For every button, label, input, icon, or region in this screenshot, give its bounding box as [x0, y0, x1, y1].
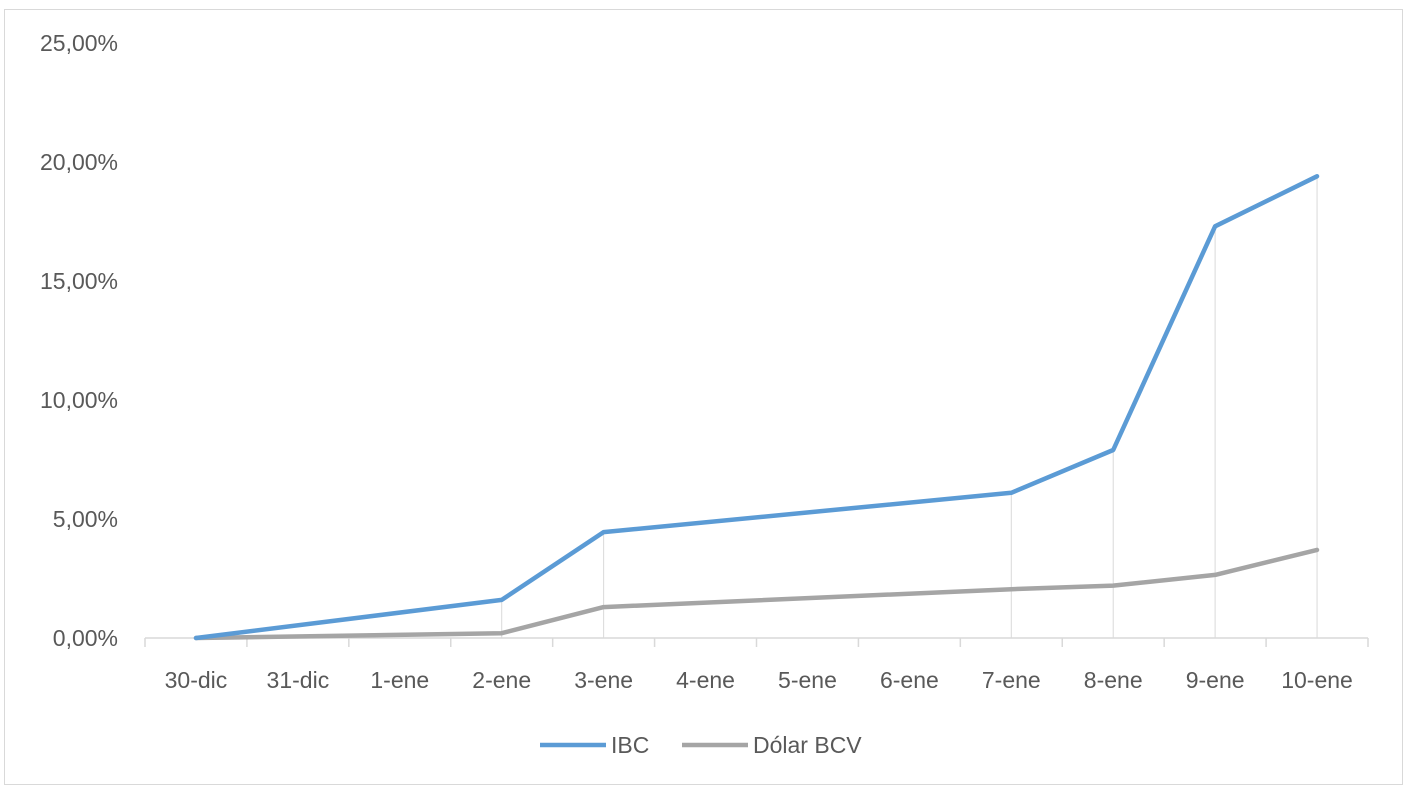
- y-tick-label: 10,00%: [40, 387, 118, 413]
- y-tick-label: 25,00%: [40, 30, 118, 56]
- x-tick-label: 2-ene: [472, 667, 531, 693]
- x-axis: 30-dic 31-dic 1-ene 2-ene 3-ene 4-ene 5-ene 6-e…: [144, 637, 1369, 693]
- x-tick-label: 4-ene: [676, 667, 735, 693]
- y-tick-label: 5,00%: [53, 506, 118, 532]
- chart-frame: [4, 9, 1403, 785]
- drop-lines: [501, 176, 1318, 638]
- x-tick-label: 1-ene: [370, 667, 429, 693]
- legend-label: IBC: [611, 732, 649, 758]
- x-tick-label: 9-ene: [1186, 667, 1245, 693]
- y-tick-label: 20,00%: [40, 149, 118, 175]
- y-tick-label: 15,00%: [40, 268, 118, 294]
- x-tick-label: 3-ene: [574, 667, 633, 693]
- x-tick-label: 10-ene: [1281, 667, 1353, 693]
- x-tick-label: 5-ene: [778, 667, 837, 693]
- x-tick-label: 8-ene: [1084, 667, 1143, 693]
- x-tick-label: 6-ene: [880, 667, 939, 693]
- y-axis-tick-labels: 0,00% 5,00% 10,00% 15,00% 20,00% 25,00%: [40, 30, 118, 651]
- legend-label: Dólar BCV: [753, 732, 862, 758]
- legend: IBC Dólar BCV: [540, 732, 862, 758]
- series-line: [193, 174, 1320, 641]
- series-line: [193, 547, 1320, 641]
- x-tick-label: 30-dic: [165, 667, 228, 693]
- series-lines: [193, 174, 1320, 641]
- x-tick-label: 7-ene: [982, 667, 1041, 693]
- y-tick-label: 0,00%: [53, 625, 118, 651]
- x-tick-label: 31-dic: [267, 667, 330, 693]
